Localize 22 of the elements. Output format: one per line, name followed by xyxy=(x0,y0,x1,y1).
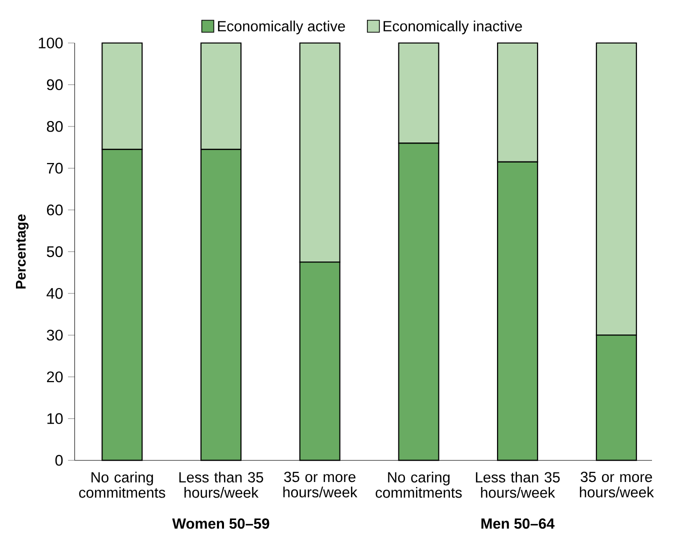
y-tick-label: 70 xyxy=(47,162,63,174)
y-tick-label: 100 xyxy=(38,38,63,48)
legend-label: Economically inactive xyxy=(384,20,522,34)
y-tick-label: 30 xyxy=(46,330,63,341)
x-tick-label: No caring commitments xyxy=(79,472,166,498)
y-tick-label: 20 xyxy=(47,371,63,382)
y-tick-label: 60 xyxy=(47,204,63,216)
text: Men 50–64 xyxy=(481,518,555,529)
y-tick-label: 50 xyxy=(46,246,63,258)
y-tick-label: 40 xyxy=(46,288,63,299)
x-tick-label: 35 or more hours/week xyxy=(580,472,654,498)
x-tick-label: Less than 35 hours/week xyxy=(476,472,560,498)
y-tick-label: 0 xyxy=(55,454,63,466)
y-axis-title: Percentage xyxy=(16,214,29,288)
y-tick-label: 10 xyxy=(47,413,63,424)
legend-label: Economically active xyxy=(218,20,345,34)
y-tick-label: 90 xyxy=(46,79,63,90)
x-tick-label: 35 or more hours/week xyxy=(283,472,358,498)
x-tick-label: Less than 35 hours/week xyxy=(179,472,264,498)
y-tick-label: 80 xyxy=(46,121,63,132)
x-tick-label: No caring commitments xyxy=(376,472,462,498)
text: Women 50–59 xyxy=(172,518,270,529)
